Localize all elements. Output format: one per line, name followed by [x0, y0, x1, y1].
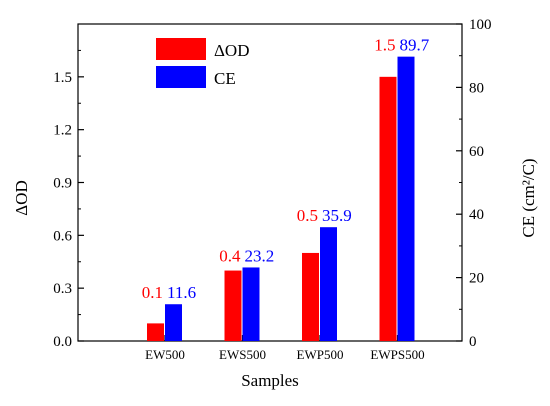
bar-delta-od: [302, 252, 319, 341]
legend-swatch-ce: [156, 66, 206, 88]
legend-swatch-delta-od: [156, 38, 206, 60]
data-label-delta-od: 0.1: [142, 283, 163, 302]
x-tick-label: EW500: [145, 347, 185, 362]
bar-delta-od: [224, 270, 242, 341]
bar-ce: [397, 56, 415, 341]
y-right-tick-label: 100: [469, 17, 492, 33]
data-label-delta-od: 1.5: [374, 36, 395, 55]
y-right-tick-label: 80: [469, 80, 484, 96]
x-tick-label: EWP500: [297, 347, 344, 362]
x-tick-label: EWPS500: [370, 347, 424, 362]
data-label-delta-od: 0.5: [297, 206, 318, 225]
y-right-tick-label: 20: [469, 271, 484, 287]
y-right-tick-label: 0: [469, 334, 477, 350]
x-tick-label: EWS500: [219, 347, 266, 362]
bar-ce: [242, 267, 260, 341]
y-axis-title-right: CE (cm²/C): [519, 158, 538, 237]
legend-label-ce: CE: [214, 69, 236, 88]
bar-ce: [320, 227, 337, 341]
y-left-tick-label: 1.5: [53, 70, 72, 86]
data-labels-group: 0.1 11.6 0.4 23.2 0.5 35.9 1.5 89.7: [142, 36, 430, 303]
y-left-tick-label: 0.3: [53, 281, 72, 297]
y-right-tick-label: 40: [469, 207, 484, 223]
bar-ce: [165, 304, 182, 341]
data-label-ce: 23.2: [245, 246, 275, 265]
y-left-tick-label: 0.6: [53, 228, 72, 244]
axis-ticks: 0.0 0.3 0.6 0.9 1.2 1.5 0 20 40 60 80 100 EW500 EWS50…: [53, 17, 491, 362]
legend: ΔOD CE: [156, 38, 250, 88]
data-label-ce: 11.6: [167, 283, 196, 302]
x-axis-title: Samples: [241, 371, 299, 390]
y-left-tick-label: 0.0: [53, 334, 72, 350]
bars-group: [147, 56, 415, 341]
data-label-ce: 35.9: [322, 206, 352, 225]
legend-label-delta-od: ΔOD: [214, 41, 250, 60]
y-left-tick-label: 0.9: [53, 176, 72, 192]
data-label-delta-od: 0.4: [219, 246, 241, 265]
bar-delta-od: [147, 323, 164, 341]
bar-delta-od: [379, 76, 397, 341]
data-label-ce: 89.7: [400, 36, 430, 55]
y-right-tick-label: 60: [469, 144, 484, 160]
y-left-tick-label: 1.2: [53, 123, 72, 139]
y-axis-title-left: ΔOD: [12, 180, 31, 216]
